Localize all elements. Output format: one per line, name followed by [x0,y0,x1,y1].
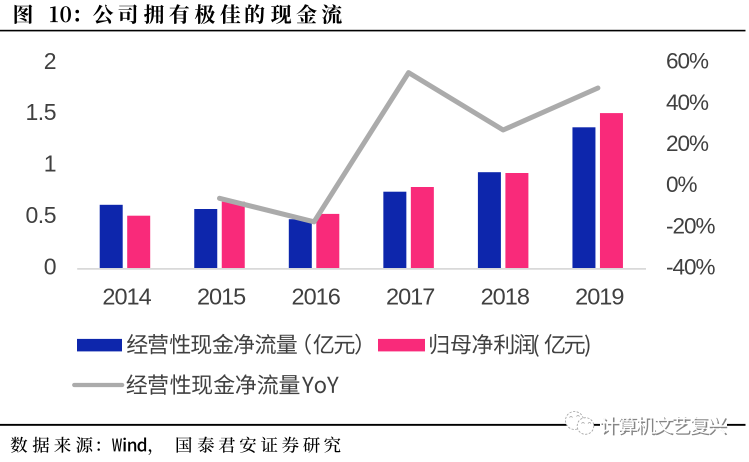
svg-text:40%: 40% [666,90,709,115]
svg-text:1: 1 [44,151,56,177]
svg-text:2: 2 [44,48,56,74]
svg-text:0: 0 [44,254,56,280]
svg-text:0%: 0% [666,172,698,197]
svg-text:2016: 2016 [292,284,341,310]
svg-text:1.5: 1.5 [26,99,56,125]
svg-text:2014: 2014 [102,284,151,310]
svg-text:-20%: -20% [666,213,716,238]
svg-text:-40%: -40% [666,255,716,280]
svg-text:60%: 60% [666,49,709,74]
svg-text:2015: 2015 [197,284,246,310]
svg-text:20%: 20% [666,131,709,156]
svg-text:0.5: 0.5 [26,202,56,228]
svg-text:2017: 2017 [386,284,434,310]
svg-text:2018: 2018 [481,284,530,310]
svg-text:2019: 2019 [575,284,623,310]
